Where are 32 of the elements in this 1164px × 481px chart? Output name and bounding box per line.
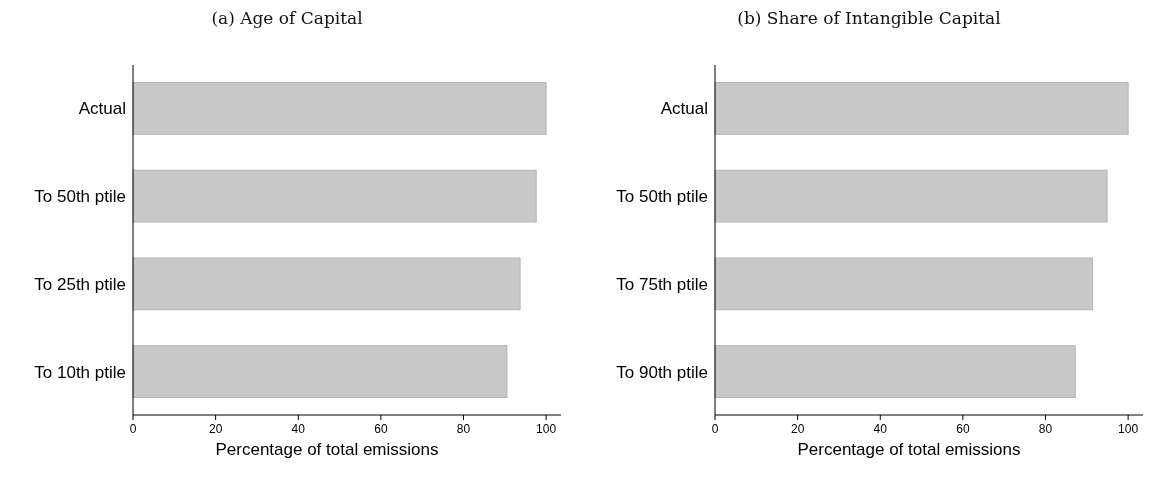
bar [714, 257, 1094, 311]
y-tick-label: Actual [660, 99, 708, 119]
bar [132, 169, 537, 223]
y-tick-label: To 50th ptile [616, 187, 708, 207]
x-axis-title: Percentage of total emissions [215, 440, 439, 459]
x-tick-label: 100 [536, 422, 557, 436]
x-tick-label: 0 [129, 422, 137, 436]
bar [132, 345, 508, 398]
bar [132, 82, 547, 135]
y-tick-label: Actual [78, 99, 126, 119]
x-tick-label: 20 [208, 422, 223, 436]
x-tick-label: 80 [456, 422, 471, 436]
bar [714, 169, 1108, 223]
bar [714, 82, 1129, 135]
x-tick-label: 0 [711, 422, 719, 436]
y-tick-label: To 25th ptile [34, 274, 126, 294]
x-tick-label: 80 [1038, 422, 1053, 436]
y-tick-label: To 50th ptile [34, 187, 126, 207]
x-tick-label: 40 [291, 422, 306, 436]
y-tick-label: To 90th ptile [616, 362, 708, 382]
y-tick-label: To 10th ptile [34, 362, 126, 382]
x-tick-label: 40 [873, 422, 888, 436]
bar [132, 257, 521, 311]
chart-title: (a) Age of Capital [211, 8, 363, 28]
x-tick-label: 60 [956, 422, 970, 436]
x-tick-label: 60 [374, 422, 388, 436]
bar [714, 345, 1076, 398]
x-tick-label: 100 [1118, 422, 1139, 436]
x-tick-label: 20 [790, 422, 805, 436]
y-tick-label: To 75th ptile [616, 274, 708, 294]
chart-title: (b) Share of Intangible Capital [737, 8, 1001, 28]
x-axis-title: Percentage of total emissions [797, 440, 1021, 459]
